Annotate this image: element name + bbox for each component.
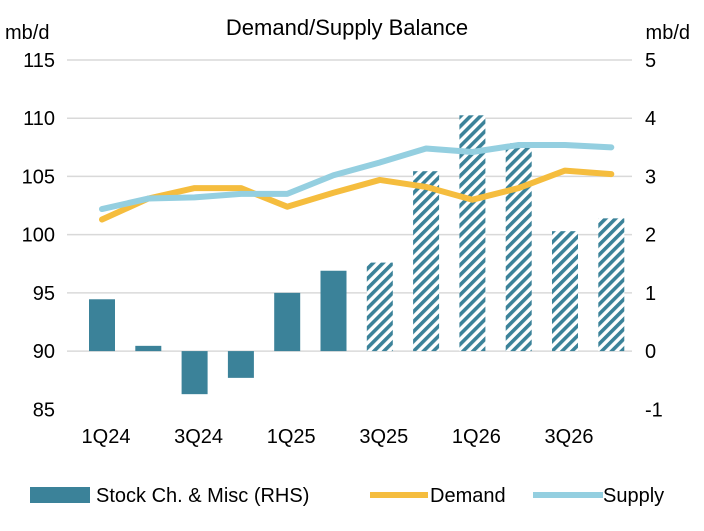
x-tick-label: 1Q25 [267, 426, 316, 448]
bar-3Q26 [552, 231, 578, 352]
left-tick-label: 100 [22, 225, 55, 247]
bar-2Q26 [505, 143, 532, 352]
legend-label-stock: Stock Ch. & Misc (RHS) [96, 485, 309, 507]
left-tick-label: 105 [22, 166, 55, 188]
gridlines [67, 59, 632, 352]
bar-series [89, 115, 625, 395]
left-tick-label: 85 [33, 399, 55, 421]
legend-label-supply: Supply [603, 485, 664, 507]
right-tick-label: 2 [645, 225, 656, 247]
x-tick-label: 3Q25 [359, 426, 408, 448]
left-tick-label: 115 [23, 50, 55, 72]
x-tick-label: 1Q24 [82, 426, 131, 448]
bar-3Q24 [181, 351, 208, 395]
x-tick-label: 1Q26 [452, 426, 501, 448]
right-tick-label: 4 [645, 108, 656, 130]
x-tick-label: 3Q24 [174, 426, 223, 448]
legend-label-demand: Demand [430, 485, 506, 507]
bar-4Q25 [413, 171, 440, 352]
bar-4Q26 [598, 218, 625, 352]
left-tick-label: 95 [33, 283, 55, 305]
demand-line [99, 167, 615, 223]
chart-title: Demand/Supply Balance [226, 15, 468, 40]
line-series [99, 141, 615, 223]
left-tick-label: 90 [33, 341, 55, 363]
right-tick-label: 5 [645, 50, 656, 72]
bar-3Q25 [366, 262, 393, 352]
bar-4Q24 [227, 351, 254, 378]
left-tick-label: 110 [23, 108, 55, 130]
right-tick-label: 0 [645, 341, 656, 363]
x-tick-label: 3Q26 [545, 426, 594, 448]
x-axis-ticks: 1Q24 3Q24 1Q25 3Q25 1Q26 3Q26 [82, 426, 594, 448]
bar-2Q24 [135, 345, 162, 352]
bar-1Q24 [89, 299, 115, 352]
right-axis-unit: mb/d [646, 22, 690, 44]
bar-2Q25 [320, 270, 347, 352]
left-axis-unit: mb/d [5, 22, 49, 44]
right-axis-ticks: -1 0 1 2 3 4 5 [645, 50, 663, 421]
legend-swatch-stock [30, 487, 90, 503]
right-tick-label: 1 [645, 283, 656, 305]
legend: Stock Ch. & Misc (RHS) Demand Supply [30, 485, 664, 507]
supply-line [99, 141, 615, 213]
bar-1Q25 [274, 292, 301, 352]
right-tick-label: -1 [645, 399, 663, 421]
left-axis-ticks: 85 90 95 100 105 110 115 [22, 50, 55, 421]
right-tick-label: 3 [645, 166, 656, 188]
